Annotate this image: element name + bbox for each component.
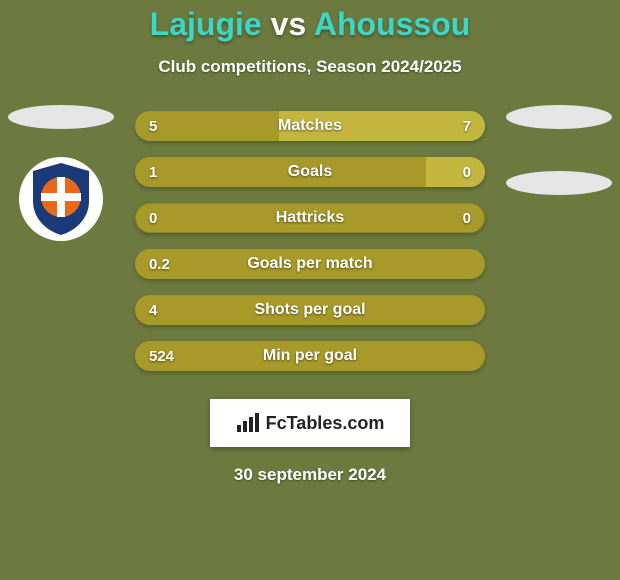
player-a-placeholder-icon [8,105,114,129]
main-area: 57Matches 10Goals 00Hattricks 0.2Goals per … [0,111,620,371]
comparison-panel: Lajugie vs Ahoussou Club competitions, S… [0,0,620,580]
club-b-placeholder-icon [506,171,612,195]
metric-label: Matches [135,111,485,141]
metric-row: 524Min per goal [135,341,485,371]
metric-label: Hattricks [135,203,485,233]
player-b-placeholder-icon [506,105,612,129]
brand-box[interactable]: FcTables.com [210,399,410,447]
metric-row: 10Goals [135,157,485,187]
player-b-name: Ahoussou [314,6,470,42]
metric-label: Goals [135,157,485,187]
metric-bars: 57Matches 10Goals 00Hattricks 0.2Goals per … [135,111,485,371]
bar-chart-icon [236,413,260,433]
shield-icon [29,161,93,237]
metric-row: 57Matches [135,111,485,141]
club-badge-icon [19,157,103,241]
right-column [504,105,614,195]
brand-text: FcTables.com [266,413,385,434]
date-label: 30 september 2024 [0,465,620,485]
metric-label: Goals per match [135,249,485,279]
metric-label: Shots per goal [135,295,485,325]
player-a-name: Lajugie [150,6,262,42]
left-column [6,105,116,241]
subtitle: Club competitions, Season 2024/2025 [0,57,620,77]
metric-row: 4Shots per goal [135,295,485,325]
metric-row: 00Hattricks [135,203,485,233]
page-title: Lajugie vs Ahoussou [0,0,620,43]
vs-word: vs [262,6,314,42]
metric-row: 0.2Goals per match [135,249,485,279]
metric-label: Min per goal [135,341,485,371]
